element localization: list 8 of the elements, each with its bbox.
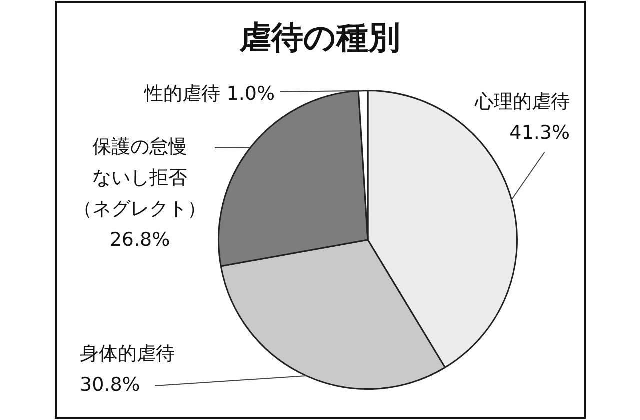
data-label: 30.8% (80, 374, 140, 396)
slice-label: 保護の怠慢ないし拒否（ネグレクト） (74, 136, 206, 220)
slice-label: 性的虐待 1.0% (144, 82, 275, 105)
slice-label: 身体的虐待 (80, 342, 175, 365)
data-label: 41.3% (510, 122, 570, 144)
chart-title: 虐待の種別 (238, 18, 400, 56)
slice-label: 心理的虐待 (474, 90, 570, 113)
data-label: 26.8% (110, 228, 170, 251)
